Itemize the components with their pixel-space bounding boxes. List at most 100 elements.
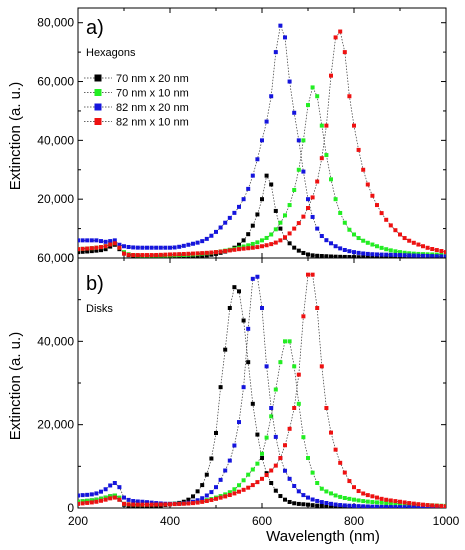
data-point xyxy=(319,156,324,161)
data-point xyxy=(430,254,435,258)
data-point xyxy=(361,167,366,172)
data-point xyxy=(356,498,361,503)
data-point xyxy=(402,500,407,505)
legend-marker xyxy=(94,89,102,96)
data-point xyxy=(200,499,205,504)
data-point xyxy=(135,245,140,250)
data-point xyxy=(108,244,113,249)
data-point xyxy=(232,487,237,492)
data-point xyxy=(223,249,228,254)
data-point xyxy=(375,203,379,208)
data-point xyxy=(264,243,269,248)
data-point xyxy=(398,505,402,508)
data-point xyxy=(370,504,375,508)
data-point xyxy=(407,253,412,258)
data-point xyxy=(296,501,301,506)
panel-b-label: b) xyxy=(86,273,104,295)
data-point xyxy=(264,119,269,124)
data-point xyxy=(246,485,251,490)
data-point xyxy=(324,501,329,505)
data-point xyxy=(260,451,264,456)
data-point xyxy=(379,504,384,508)
series-line xyxy=(78,340,446,507)
data-point xyxy=(126,252,131,257)
data-point xyxy=(375,252,379,257)
data-point xyxy=(154,502,159,507)
data-point xyxy=(379,245,384,250)
data-point xyxy=(117,485,122,490)
data-point xyxy=(112,495,117,500)
data-point xyxy=(255,432,260,437)
data-point xyxy=(260,476,264,481)
data-point xyxy=(135,502,140,507)
data-point xyxy=(108,242,113,247)
data-point xyxy=(301,138,306,143)
data-point xyxy=(94,491,99,496)
data-point xyxy=(200,496,205,501)
data-point xyxy=(78,501,80,506)
panel-a: a) Hexagons Extinction (a. u.) 0 20,000 40… xyxy=(7,7,447,265)
data-point xyxy=(301,435,306,440)
data-point xyxy=(186,497,191,502)
data-point xyxy=(278,220,283,225)
data-point xyxy=(122,495,126,500)
data-point xyxy=(214,431,218,435)
data-point xyxy=(227,248,232,253)
data-point xyxy=(301,493,306,498)
data-point xyxy=(287,476,292,481)
data-point xyxy=(237,242,241,247)
data-point xyxy=(324,406,329,410)
data-point xyxy=(204,236,209,241)
data-point xyxy=(388,505,393,508)
data-point xyxy=(227,490,232,495)
data-point xyxy=(117,495,122,500)
data-point xyxy=(319,234,324,239)
data-point xyxy=(260,138,264,143)
data-point xyxy=(306,197,310,202)
data-point xyxy=(315,503,320,508)
data-point xyxy=(241,197,246,202)
plot-frame xyxy=(77,257,447,509)
data-point xyxy=(287,241,292,246)
data-point xyxy=(402,253,407,258)
data-point xyxy=(296,221,301,226)
data-point xyxy=(145,500,149,505)
data-point xyxy=(421,244,425,249)
data-point xyxy=(85,498,90,503)
data-point xyxy=(365,182,370,187)
data-point xyxy=(103,239,108,244)
data-point xyxy=(384,497,389,502)
data-point xyxy=(352,232,356,237)
data-point xyxy=(85,492,90,497)
data-point xyxy=(99,245,103,250)
data-point xyxy=(273,50,278,55)
data-point xyxy=(306,456,310,460)
panel-b-subtitle: Disks xyxy=(86,303,113,315)
data-point xyxy=(117,242,122,247)
data-point xyxy=(237,420,241,425)
data-point xyxy=(379,252,384,257)
data-point xyxy=(306,103,310,108)
data-point xyxy=(379,496,384,501)
data-point xyxy=(232,285,237,290)
data-point xyxy=(126,497,131,502)
data-point xyxy=(154,245,159,250)
data-point xyxy=(347,227,352,232)
data-point xyxy=(78,493,80,498)
data-point xyxy=(264,173,269,178)
data-point xyxy=(204,250,209,255)
data-point xyxy=(255,461,260,466)
data-point xyxy=(384,504,389,508)
data-point xyxy=(384,247,389,252)
data-point xyxy=(191,494,195,499)
y-tick-label: 20,000 xyxy=(37,192,74,206)
data-point xyxy=(186,251,191,256)
data-point xyxy=(172,245,177,250)
data-point xyxy=(338,503,343,508)
data-point xyxy=(99,248,103,253)
data-point xyxy=(283,468,287,473)
data-point xyxy=(108,496,113,501)
data-point xyxy=(324,254,329,258)
data-point xyxy=(296,401,301,406)
data-point xyxy=(168,245,172,250)
